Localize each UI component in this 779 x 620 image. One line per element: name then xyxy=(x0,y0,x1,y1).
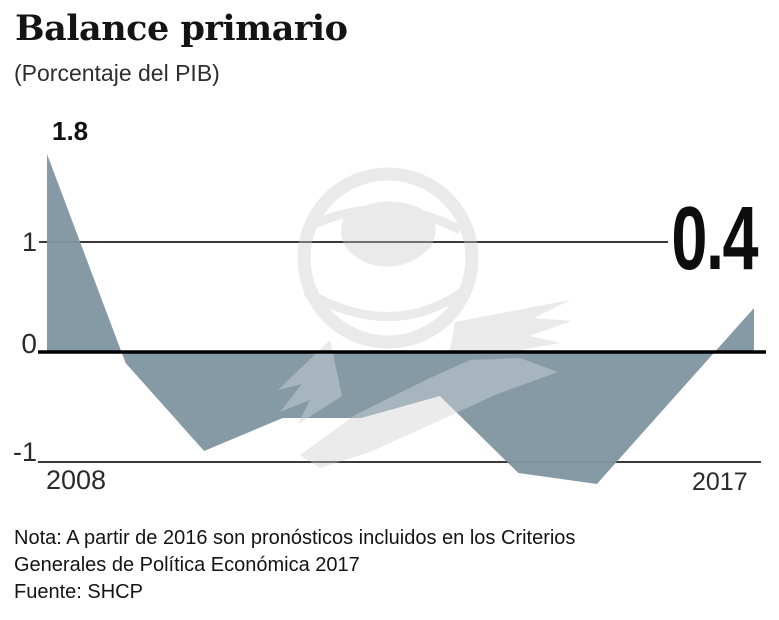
source-line: Fuente: SHCP xyxy=(14,581,143,603)
y-tick-label-1: 1 xyxy=(21,227,37,257)
y-tick-label-0: 0 xyxy=(21,328,37,359)
end-value-callout: 0.4 xyxy=(671,189,758,289)
x-axis-label-end: 2017 xyxy=(692,468,748,496)
footer-notes: Nota: A partir de 2016 son pronósticos i… xyxy=(14,525,575,606)
note-line-2: Generales de Política Económica 2017 xyxy=(14,554,360,576)
page-title: Balance primario xyxy=(15,8,348,49)
y-tick-label-minus1: -1 xyxy=(12,437,37,467)
start-value-callout: 1.8 xyxy=(52,116,89,146)
note-line-1: Nota: A partir de 2016 son pronósticos i… xyxy=(14,527,576,549)
area-series xyxy=(47,154,754,484)
x-axis-label-start: 2008 xyxy=(46,465,107,495)
page-subtitle: (Porcentaje del PIB) xyxy=(14,60,220,86)
